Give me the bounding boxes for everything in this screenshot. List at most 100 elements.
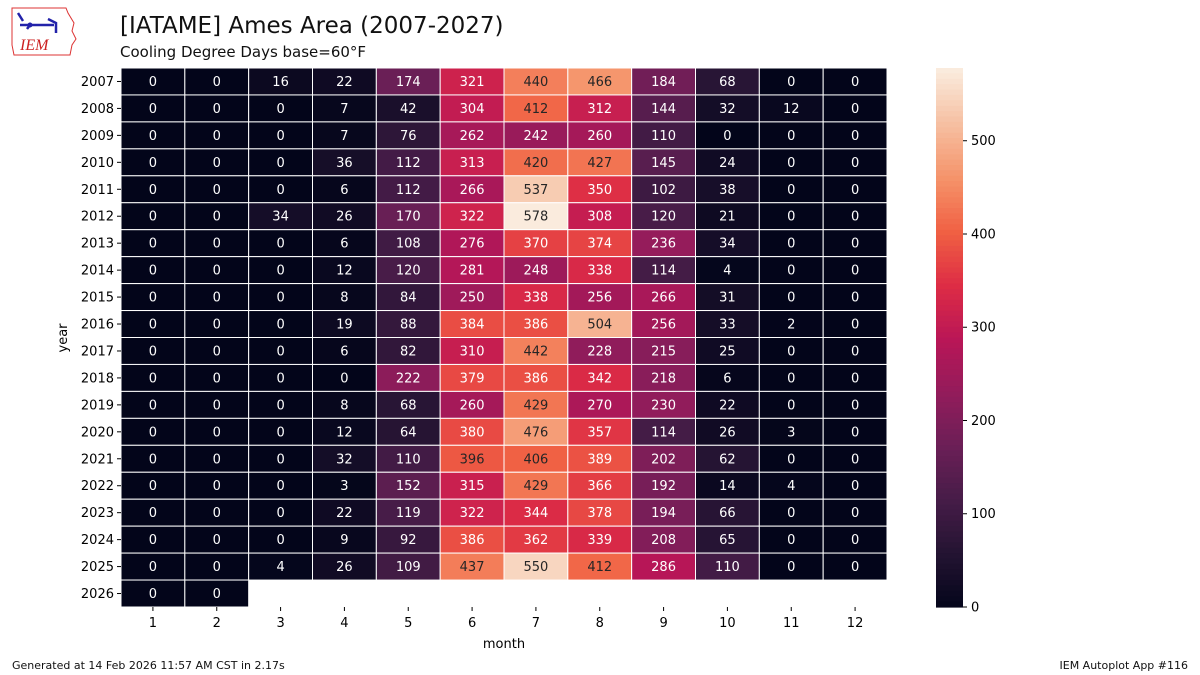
cell-value-label: 9 [340,533,348,548]
cell-value-label: 0 [149,156,157,171]
colorbar-segment [936,78,963,85]
cell-value-label: 0 [851,425,859,440]
footer-generated: Generated at 14 Feb 2026 11:57 AM CST in… [12,659,285,672]
cell-value-label: 374 [587,237,612,252]
cell-value-label: 102 [651,183,676,198]
heatmap-cell [248,552,314,581]
cell-value-label: 68 [400,398,417,413]
heatmap-cell [312,94,377,123]
x-tick-label: 9 [659,616,667,631]
cell-value-label: 338 [524,291,549,306]
heatmap-cell [439,525,505,554]
cell-value-label: 0 [213,506,221,521]
colorbar-segment [936,585,963,592]
colorbar-segment [936,186,963,193]
colorbar-segment [936,342,963,349]
heatmap-cell [184,363,250,392]
cell-value-label: 218 [651,371,676,386]
cell-value-label: 0 [851,237,859,252]
heatmap-cell [695,148,760,177]
heatmap-cell [503,390,569,419]
colorbar-segment [936,353,963,360]
heatmap-cell [312,175,377,204]
cell-value-label: 7 [340,129,348,144]
heatmap-cell [184,390,250,419]
heatmap-cell [375,175,441,204]
heatmap-cell [758,94,824,123]
colorbar-segment [936,116,963,123]
cell-value-label: 281 [460,264,485,279]
colorbar-segment [936,472,963,479]
colorbar-segment [936,73,963,80]
x-tick-label: 10 [719,616,736,631]
cell-value-label: 26 [719,425,736,440]
heatmap-cell [184,121,250,150]
y-tick-label: 2009 [81,129,114,144]
colorbar-segment [936,574,963,581]
chart-title: [IATAME] Ames Area (2007-2027) [120,13,504,39]
cell-value-label: 8 [340,291,348,306]
heatmap-cell [758,444,824,473]
cell-value-label: 108 [396,237,421,252]
cell-value-label: 110 [715,560,740,575]
colorbar-segment [936,121,963,128]
cell-value-label: 0 [149,533,157,548]
cell-value-label: 0 [276,291,284,306]
cell-value-label: 19 [336,318,353,333]
heatmap-cell [822,229,888,258]
cell-value-label: 24 [719,156,736,171]
x-tick-label: 5 [404,616,412,631]
cell-value-label: 0 [213,425,221,440]
cell-value-label: 0 [213,183,221,198]
cell-value-label: 0 [851,560,859,575]
cell-value-label: 0 [213,533,221,548]
colorbar-segment [936,235,963,242]
heatmap-cell [184,471,250,500]
heatmap-cell [375,67,441,96]
cell-value-label: 6 [340,183,348,198]
heatmap-cell [567,552,633,581]
colorbar-segment [936,536,963,543]
heatmap-cell [631,256,697,285]
colorbar-segment [936,262,963,269]
heatmap-cell [120,175,186,204]
heatmap-cell [567,148,633,177]
colorbar-segment [936,477,963,484]
cell-value-label: 0 [149,452,157,467]
colorbar-segment [936,466,963,473]
colorbar-segment [936,299,963,306]
cell-value-label: 504 [587,318,612,333]
colorbar-segment [936,369,963,376]
cell-value-label: 0 [851,129,859,144]
heatmap-cell [631,337,697,365]
colorbar-segment [936,132,963,139]
heatmap-cell [758,121,824,150]
heatmap-cell [631,310,697,338]
colorbar-segment [936,245,963,252]
cell-value-label: 66 [719,506,736,521]
heatmap-cell [439,175,505,204]
colorbar-tick-label: 300 [971,321,996,336]
cell-value-label: 370 [524,237,549,252]
x-tick-label: 7 [532,616,540,631]
cell-value-label: 120 [651,210,676,225]
cell-value-label: 286 [651,560,676,575]
heatmap-cell [822,283,888,312]
cell-value-label: 0 [851,183,859,198]
heatmap-cell [375,525,441,554]
heatmap-cell [758,202,824,231]
cell-value-label: 112 [396,183,421,198]
cell-value-label: 0 [213,264,221,279]
cell-value-label: 114 [651,425,676,440]
heatmap-cell [184,175,250,204]
cell-value-label: 26 [336,210,353,225]
heatmap-cell [439,67,505,96]
colorbar-tick-label: 100 [971,507,996,522]
heatmap-cell [822,552,888,581]
cell-value-label: 0 [213,560,221,575]
footer-app: IEM Autoplot App #116 [1059,659,1189,672]
heatmap-cell [248,175,314,204]
heatmap-cell [631,498,697,527]
cell-value-label: 0 [276,506,284,521]
